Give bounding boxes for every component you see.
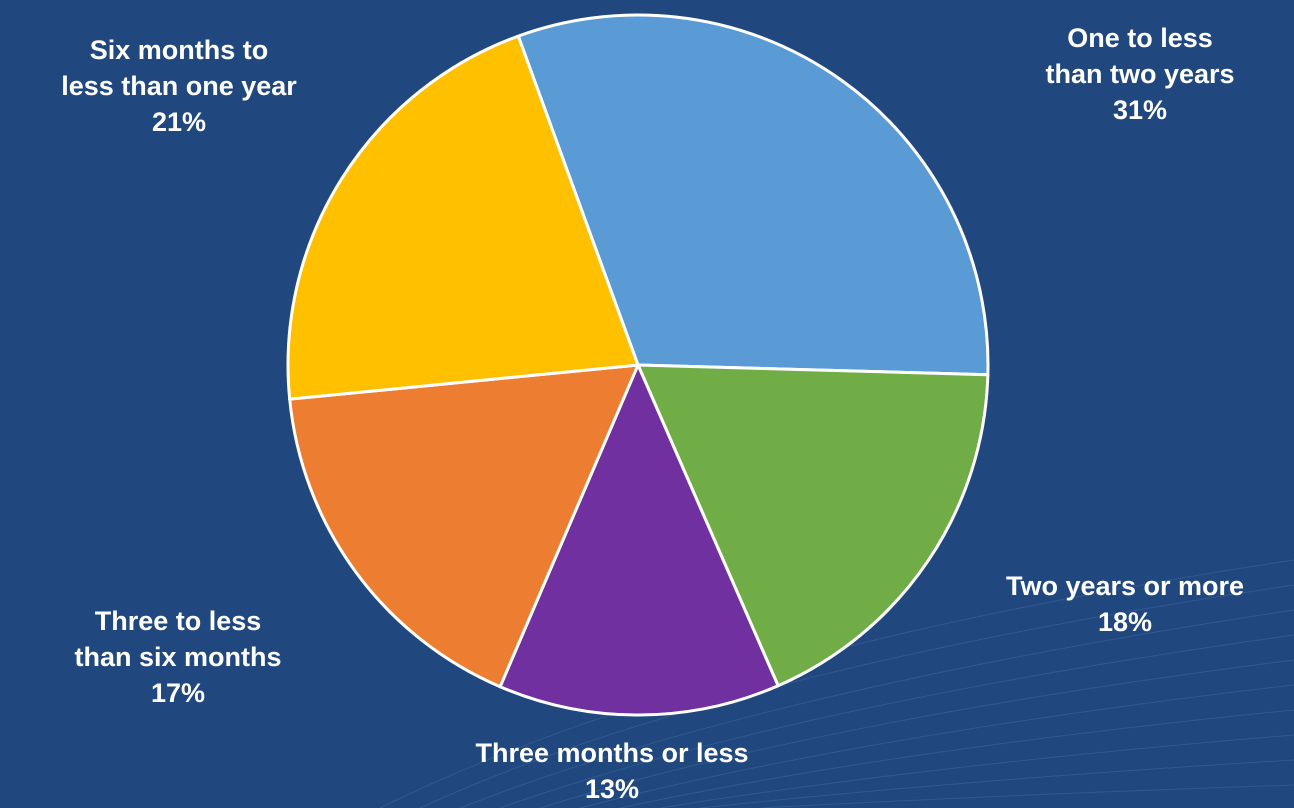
label-two-years-or-more: Two years or more 18% bbox=[1005, 571, 1245, 637]
pie-slice-two-years-or-more bbox=[636, 363, 990, 688]
label-six-months-to-less-than-one-year: Six months to less than one year 21% bbox=[61, 35, 297, 137]
pie-slice-six-months-to-less-than-one-year bbox=[286, 34, 640, 401]
label-three-months-or-less: Three months or less 13% bbox=[475, 738, 749, 804]
pie-slice-one-to-less-than-two-years bbox=[516, 13, 990, 377]
label-one-to-less-than-two-years: One to less than two years 31% bbox=[1045, 23, 1235, 125]
label-three-to-less-than-six-months: Three to less than six months 17% bbox=[74, 606, 282, 708]
pie-slice-three-months-or-less bbox=[498, 363, 780, 717]
pie-slice-three-to-less-than-six-months bbox=[288, 363, 640, 689]
